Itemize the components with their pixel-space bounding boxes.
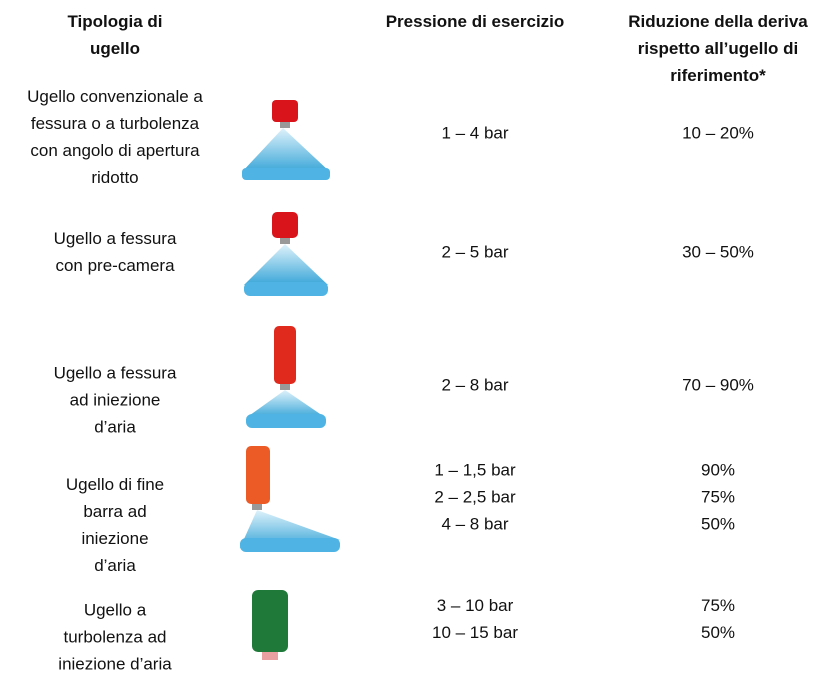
nozzle-type-line: iniezione d’aria — [58, 654, 172, 674]
pressure-line: 10 – 15 bar — [431, 623, 519, 642]
pressure-line: 2 – 2,5 bar — [434, 487, 516, 507]
nozzle-type-line: fessura o a turbolenza — [30, 114, 200, 133]
header-reduction-line: riferimento* — [670, 66, 766, 85]
header-type-line: ugello — [89, 39, 141, 58]
pressure: 3 – 10 bar 10 – 15 bar — [432, 592, 518, 646]
header-reduction-line: rispetto all’ugello di — [637, 39, 799, 58]
nozzle-type: Ugello convenzionale a fessura o a turbol… — [27, 83, 203, 191]
pressure-line: 2 – 5 bar — [441, 242, 509, 262]
nozzle-1 — [242, 100, 330, 180]
pressure-line: 3 – 10 bar — [436, 596, 514, 615]
header-pressure-line: Pressione di esercizio — [385, 12, 565, 31]
pressure-line: 2 – 8 bar — [441, 375, 509, 395]
header-reduction: Riduzione della deriva rispetto all’ugell… — [628, 8, 808, 89]
drift-reduction: 70 – 90% — [682, 372, 754, 399]
drift-reduction-line: 50% — [700, 514, 736, 534]
pressure: 2 – 5 bar — [441, 239, 508, 266]
nozzle-type-line: Ugello convenzionale a — [27, 87, 203, 106]
drift-reduction: 30 – 50% — [682, 239, 754, 266]
pressure-line: 1 – 1,5 bar — [434, 460, 516, 480]
nozzle-type-line: d’aria — [94, 417, 136, 437]
nozzle-type-line: Ugello a — [83, 600, 147, 620]
nozzle-type-line: Ugello a fessura — [53, 363, 177, 383]
header-pressure: Pressione di esercizio — [386, 8, 565, 35]
nozzle-type-line: iniezione — [81, 529, 149, 548]
header-type: Tipologia di ugello — [67, 8, 162, 62]
nozzle-type-line: ridotto — [91, 168, 139, 187]
drift-reduction-line: 75% — [700, 487, 736, 507]
drift-reduction-line: 30 – 50% — [682, 242, 754, 262]
nozzle-type-line: con pre-camera — [55, 256, 175, 275]
drift-reduction-line: 50% — [700, 623, 736, 642]
nozzle-type-line: con angolo di apertura — [30, 141, 200, 160]
drift-reduction: 90% 75% 50% — [701, 457, 735, 538]
nozzle-type: Ugello a turbolenza ad iniezione d’aria — [58, 597, 171, 678]
pressure: 1 – 1,5 bar 2 – 2,5 bar 4 – 8 bar — [434, 457, 515, 538]
pressure-line: 4 – 8 bar — [441, 514, 509, 534]
drift-reduction-line: 75% — [700, 596, 736, 615]
header-type-line: Tipologia di — [67, 12, 163, 31]
nozzle-2 — [244, 212, 328, 296]
nozzle-type-line: turbolenza ad — [63, 627, 167, 647]
drift-reduction-line: 10 – 20% — [682, 123, 754, 143]
drift-reduction-line: 90% — [700, 460, 736, 480]
pressure-line: 1 – 4 bar — [441, 123, 509, 143]
nozzle-type-line: d’aria — [94, 556, 136, 575]
pressure: 1 – 4 bar — [441, 120, 508, 147]
nozzle-5 — [252, 590, 288, 660]
nozzle-type-line: ad iniezione — [69, 390, 161, 410]
nozzle-type-line: Ugello di fine — [65, 475, 165, 494]
nozzle-type: Ugello di fine barra ad iniezione d’aria — [66, 471, 164, 579]
nozzle-3 — [246, 326, 326, 428]
drift-reduction-line: 70 – 90% — [682, 375, 754, 395]
pressure: 2 – 8 bar — [441, 372, 508, 399]
nozzle-type: Ugello a fessura con pre-camera — [54, 225, 177, 279]
drift-reduction: 10 – 20% — [682, 120, 754, 147]
nozzle-type-line: barra ad — [83, 502, 147, 521]
nozzle-type: Ugello a fessura ad iniezione d’aria — [54, 360, 177, 441]
nozzle-type-line: Ugello a fessura — [53, 229, 177, 248]
drift-reduction: 75% 50% — [701, 592, 735, 646]
header-reduction-line: Riduzione della deriva — [628, 12, 808, 31]
nozzle-4 — [240, 446, 340, 552]
